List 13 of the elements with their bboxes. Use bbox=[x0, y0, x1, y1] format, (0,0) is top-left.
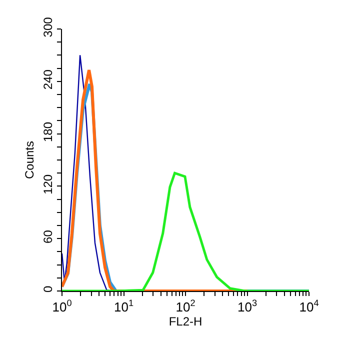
y-tick-label: 0 bbox=[41, 286, 56, 293]
y-tick-label: 180 bbox=[41, 122, 56, 142]
x-tick-label: 10$^{2}$ bbox=[176, 298, 196, 315]
x-tick-label: 10$^{4}$ bbox=[299, 298, 319, 315]
x-tick-label: 10$^{0}$ bbox=[52, 298, 72, 315]
y-axis-title: Counts bbox=[22, 140, 36, 180]
y-tick-label: 60 bbox=[41, 230, 56, 244]
y-tick-label: 120 bbox=[41, 174, 56, 194]
x-tick-label: 10$^{1}$ bbox=[114, 298, 134, 315]
y-tick-label: 240 bbox=[41, 69, 56, 90]
x-axis-title: FL2-H bbox=[168, 314, 202, 329]
y-tick-label: 300 bbox=[41, 16, 56, 38]
x-tick-label: 10$^{3}$ bbox=[237, 298, 258, 315]
